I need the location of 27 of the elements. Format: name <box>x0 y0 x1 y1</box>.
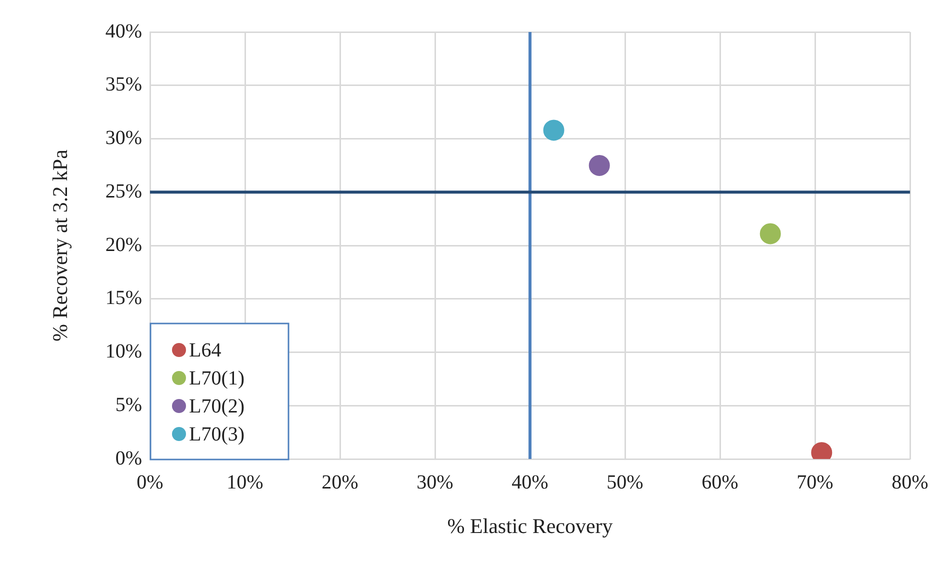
y-tick-label: 20% <box>105 234 142 256</box>
x-tick-label: 30% <box>416 471 454 494</box>
y-tick-label: 0% <box>115 447 142 470</box>
y-tick-label: 40% <box>105 20 142 42</box>
x-tick-label: 40% <box>512 471 548 494</box>
x-tick-label: 60% <box>702 471 738 494</box>
x-tick-label: 20% <box>322 471 358 494</box>
x-axis-title: % Elastic Recovery <box>447 514 614 538</box>
legend-label: L70(3) <box>189 423 245 446</box>
x-tick-label: 70% <box>796 471 834 494</box>
point <box>760 223 781 244</box>
x-tick-label: 10% <box>226 471 264 494</box>
x-tick-label: 0% <box>136 471 164 494</box>
y-tick-label: 30% <box>105 127 142 149</box>
y-tick-label: 25% <box>105 180 142 202</box>
y-axis-title: % Recovery at 3.2 kPa <box>48 148 72 342</box>
y-tick-label: 15% <box>105 287 142 310</box>
y-tick-label: 10% <box>105 340 142 362</box>
x-tick-label: 50% <box>606 471 644 494</box>
point <box>588 154 610 176</box>
y-tick-label: 35% <box>105 74 142 96</box>
legend-label: L64 <box>189 339 222 362</box>
x-tick-label: 80% <box>892 471 928 494</box>
y-tick-label: 5% <box>115 394 142 416</box>
legend-label: L70(1) <box>189 367 245 390</box>
legend-label: L70(2) <box>189 395 245 418</box>
point <box>543 120 564 141</box>
